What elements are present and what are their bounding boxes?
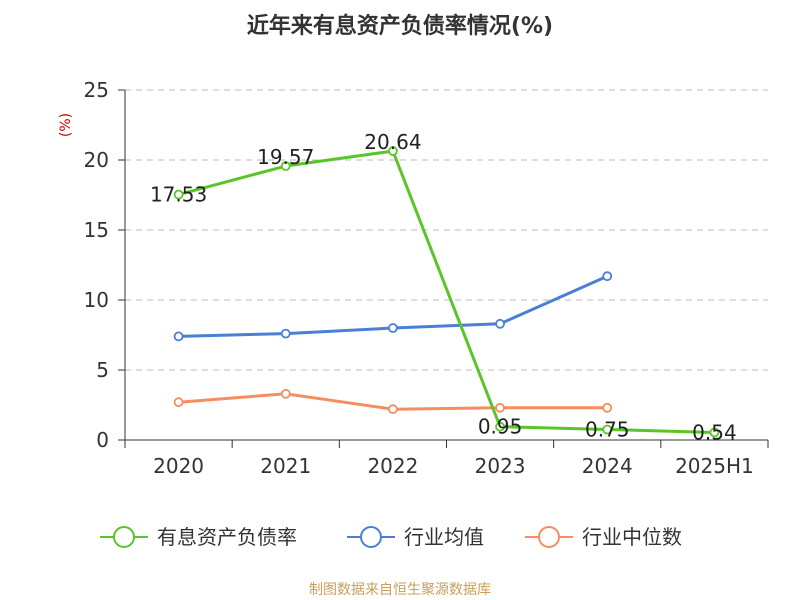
data-label: 0.95 — [478, 415, 523, 439]
x-tick-label: 2021 — [260, 454, 311, 478]
data-point — [495, 402, 505, 413]
data-label: 0.75 — [585, 418, 630, 442]
data-labels: 17.53 19.57 20.64 0.95 0.75 0.54 — [150, 130, 737, 444]
source-note: 制图数据来自恒生聚源数据库 — [309, 582, 491, 598]
x-tick-label: 2024 — [582, 454, 633, 478]
data-point — [602, 424, 613, 435]
y-tick-label: 0 — [96, 428, 109, 452]
x-tick-label: 2025H1 — [675, 454, 754, 478]
data-point — [280, 388, 291, 399]
data-point — [280, 161, 291, 171]
data-point — [495, 421, 505, 432]
x-tick-label: 2023 — [475, 454, 526, 478]
y-tick-label: 25 — [84, 78, 109, 102]
x-tick-label: 2020 — [153, 454, 204, 478]
legend-item-label[interactable]: 有息资产负债率 — [157, 525, 297, 549]
data-point — [709, 427, 720, 438]
y-axis-unit-label: (%) — [58, 113, 74, 137]
data-point — [388, 404, 398, 415]
y-tick-label: 5 — [96, 358, 109, 382]
data-point — [602, 271, 613, 282]
series-layer — [173, 146, 720, 438]
data-label: 19.57 — [257, 145, 314, 169]
data-point — [173, 331, 184, 342]
data-point — [173, 189, 184, 200]
chart-title: 近年来有息资产负债率情况(%) — [247, 13, 553, 39]
y-tick-label: 10 — [84, 288, 109, 312]
legend[interactable]: 有息资产负债率 行业均值 行业中位数 — [100, 525, 682, 549]
legend-item-label[interactable]: 行业中位数 — [582, 525, 682, 549]
data-point — [173, 397, 184, 408]
data-point — [388, 146, 398, 156]
data-point — [280, 328, 291, 339]
legend-circle-marker — [113, 526, 135, 548]
y-tick-label: 15 — [84, 218, 109, 242]
axes: 0 5 10 15 20 25 2020 2021 2022 2023 2024 2025H1 — [84, 78, 769, 478]
legend-item-label[interactable]: 行业均值 — [404, 525, 484, 549]
data-point — [388, 323, 398, 333]
gridlines — [125, 89, 768, 371]
y-tick-label: 20 — [84, 148, 109, 172]
data-label: 17.53 — [150, 183, 207, 207]
data-point — [495, 318, 505, 329]
data-point — [602, 402, 613, 413]
series-line — [178, 149, 715, 434]
data-label: 20.64 — [364, 130, 421, 154]
legend-circle-marker — [360, 526, 382, 548]
x-tick-label: 2022 — [367, 454, 418, 478]
data-label: 0.54 — [692, 420, 737, 444]
legend-circle-marker — [538, 526, 560, 548]
